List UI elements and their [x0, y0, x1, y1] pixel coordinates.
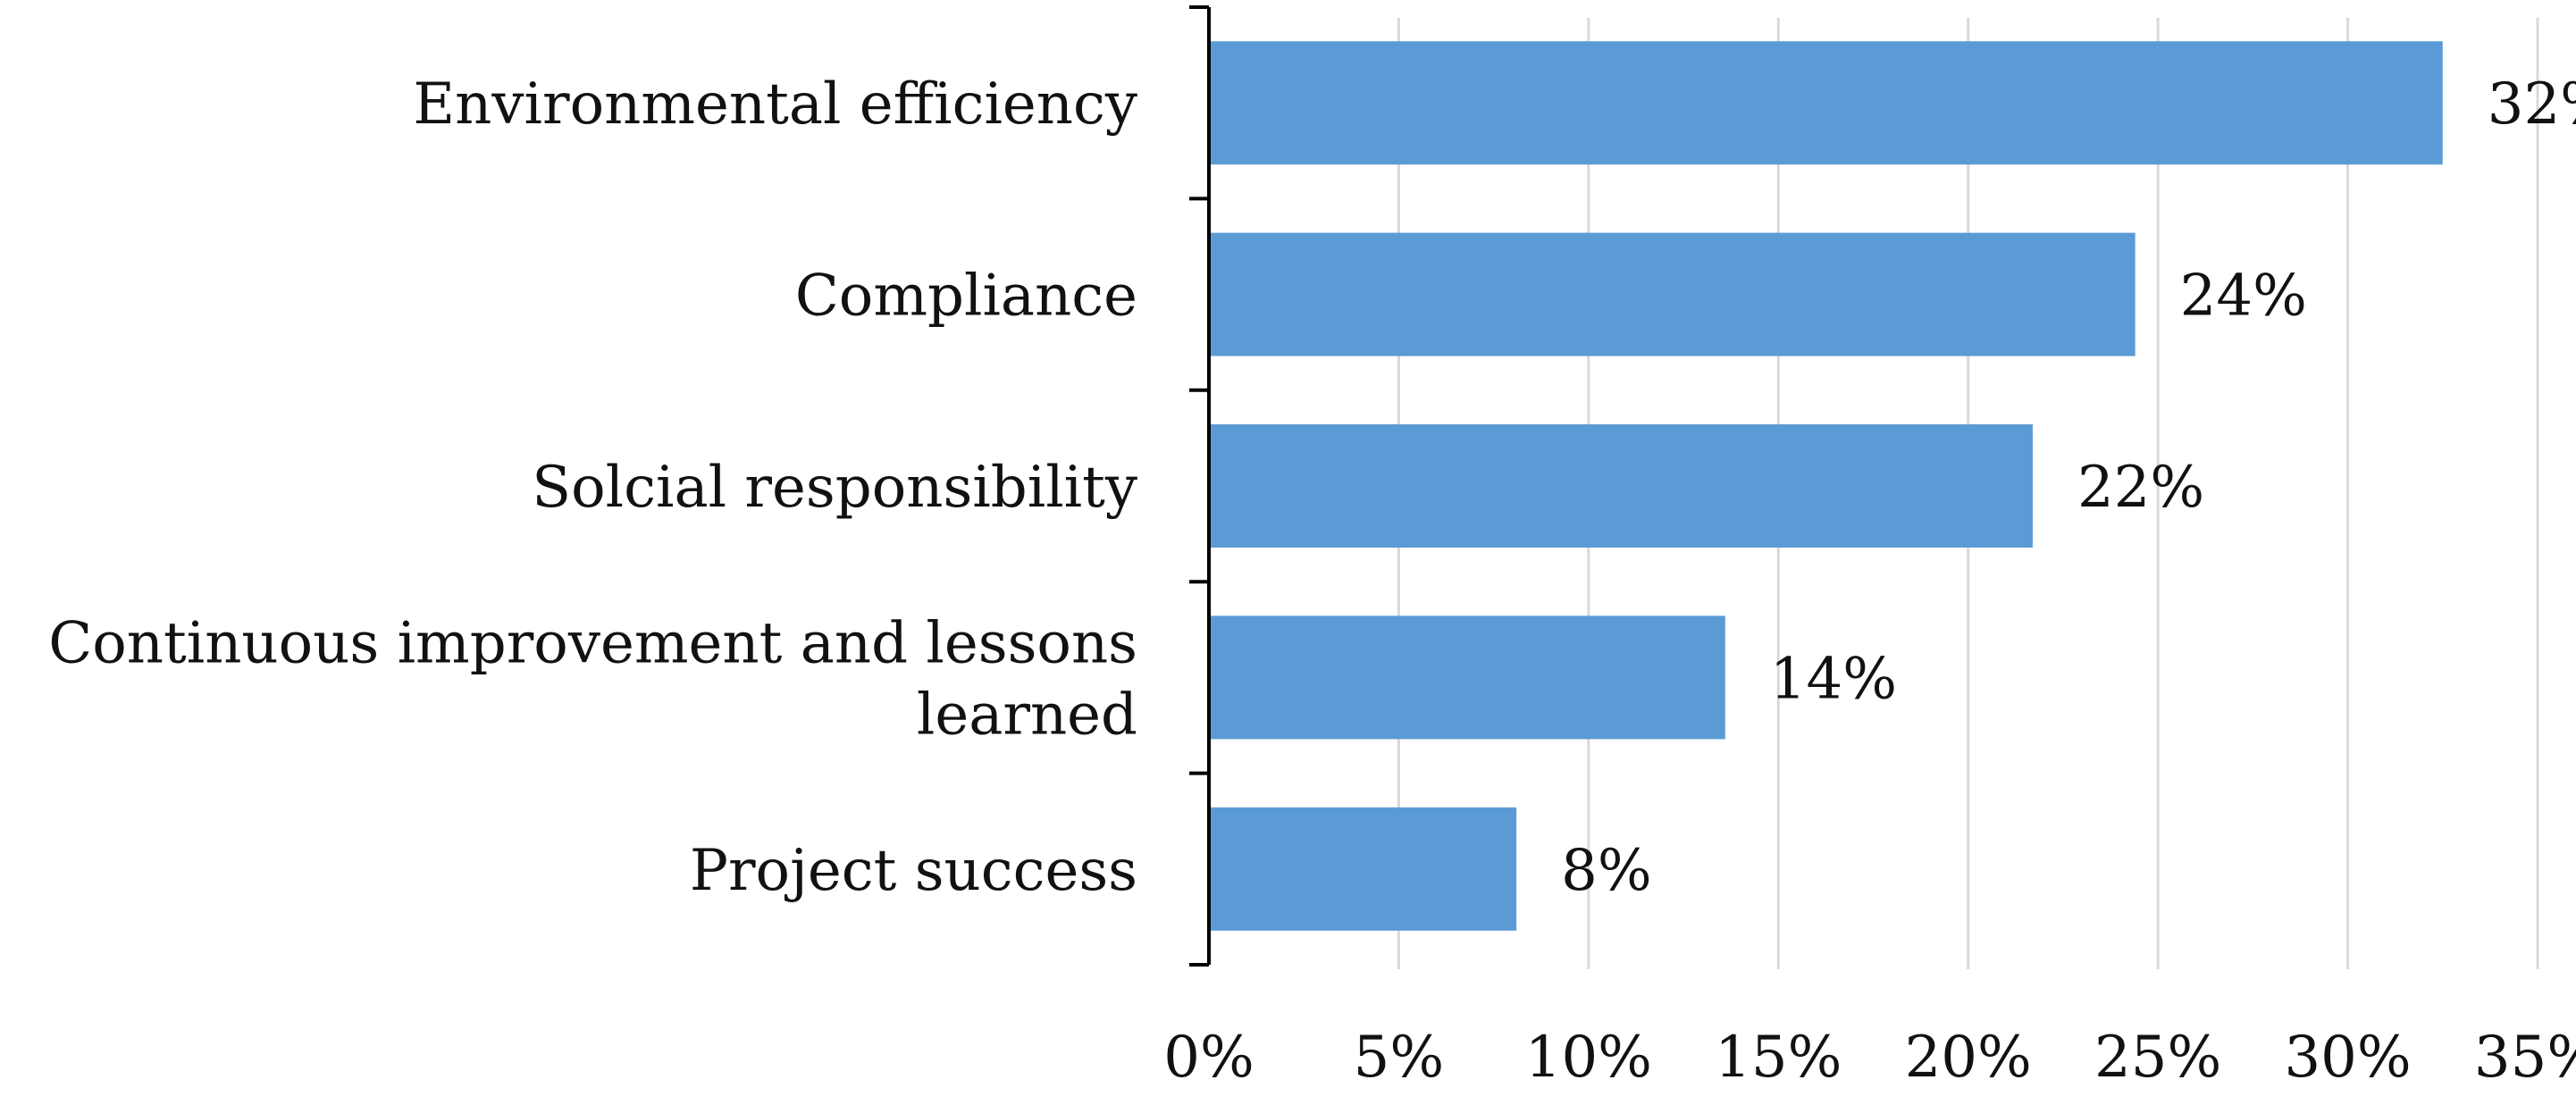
data-labels: 32% 24% 22% 14% 8% — [1561, 71, 2576, 904]
x-axis-tick-labels: 0% 5% 10% 15% 20% 25% 30% 35% — [1163, 1025, 2576, 1091]
bars — [1209, 41, 2443, 931]
category-label: Environmental efficiency — [413, 71, 1137, 138]
bar — [1209, 615, 1725, 740]
category-label: Project success — [690, 838, 1137, 904]
bar — [1209, 41, 2443, 165]
category-label: Compliance — [795, 264, 1137, 330]
x-tick-label: 15% — [1715, 1025, 1842, 1091]
category-label: Solcial responsibility — [532, 455, 1137, 521]
x-tick-label: 25% — [2094, 1025, 2221, 1091]
category-label-line: Compliance — [795, 264, 1137, 330]
bar — [1209, 232, 2135, 356]
bar — [1209, 807, 1517, 931]
category-label-line: Environmental efficiency — [413, 71, 1137, 138]
x-tick-label: 5% — [1354, 1025, 1445, 1091]
data-label: 8% — [1561, 838, 1652, 904]
x-tick-label: 0% — [1163, 1025, 1254, 1091]
category-labels: Environmental efficiency Compliance Solcia… — [48, 71, 1137, 904]
category-label: Continuous improvement and lessons learne… — [48, 610, 1137, 748]
data-label: 14% — [1770, 646, 1897, 712]
category-label-line: learned — [917, 682, 1137, 748]
category-label-line: Continuous improvement and lessons — [48, 610, 1137, 676]
x-tick-label: 35% — [2474, 1025, 2576, 1091]
category-label-line: Project success — [690, 838, 1137, 904]
x-tick-label: 10% — [1525, 1025, 1652, 1091]
data-label: 22% — [2077, 455, 2204, 521]
y-axis — [1189, 5, 1211, 967]
data-label: 32% — [2488, 71, 2576, 138]
bar — [1209, 424, 2033, 548]
x-tick-label: 30% — [2284, 1025, 2411, 1091]
data-label: 24% — [2180, 264, 2307, 330]
category-label-line: Solcial responsibility — [532, 455, 1137, 521]
x-tick-label: 20% — [1905, 1025, 2032, 1091]
